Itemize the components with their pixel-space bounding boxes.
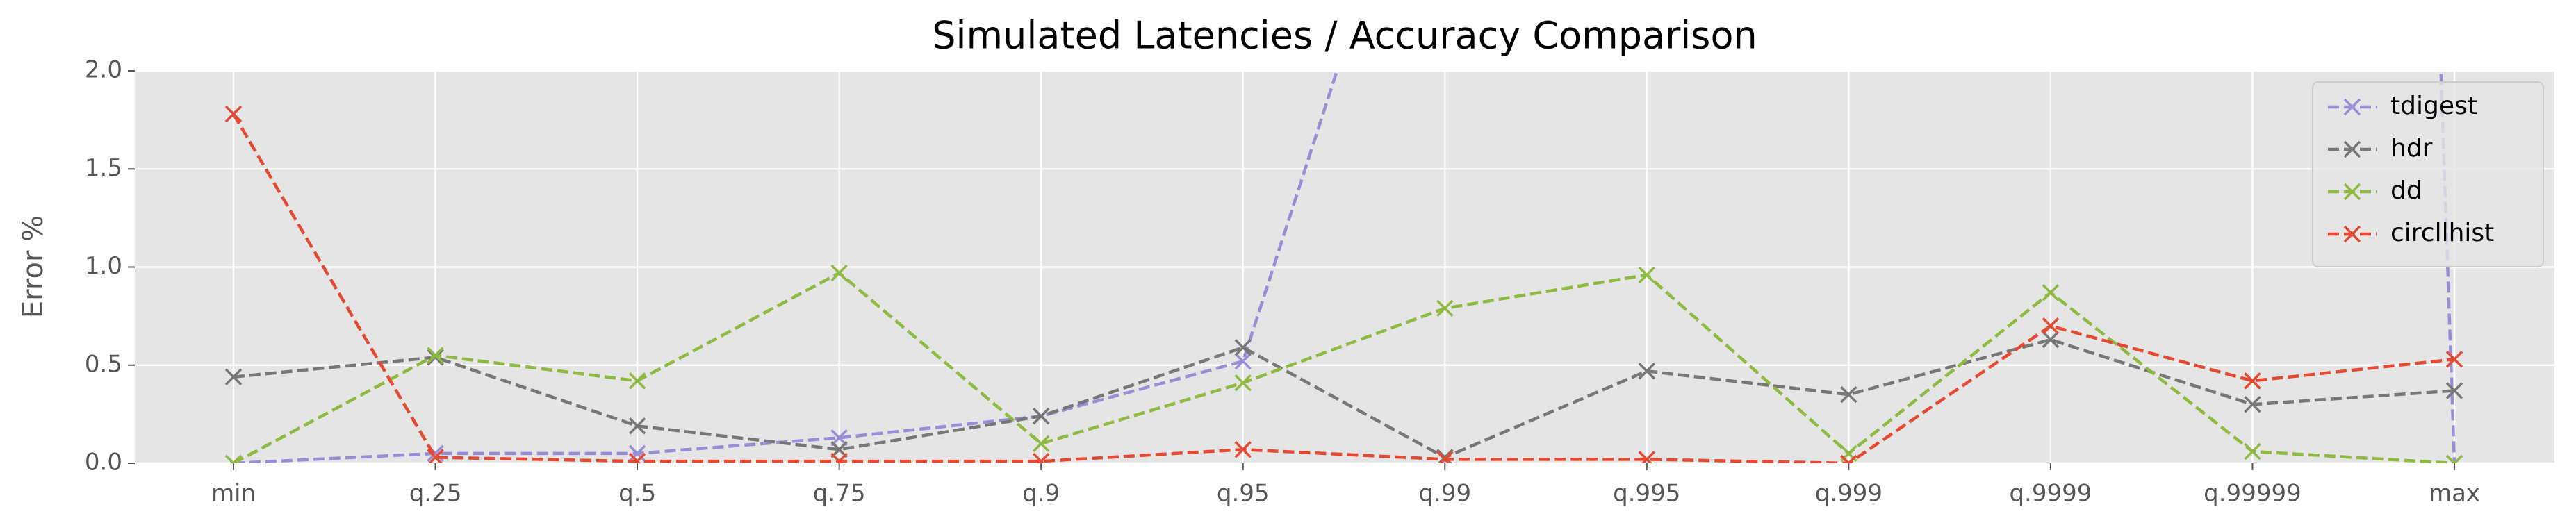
x-tick-label: q.99999 [2204,480,2302,508]
y-tick-label: 0.0 [85,449,122,476]
marker [1032,407,1050,425]
marker [1234,352,1252,370]
series-line [233,71,2456,463]
marker [427,347,444,364]
x-tick-label: q.9999 [2009,480,2092,508]
marker [224,105,243,123]
y-tick-label: 1.0 [85,252,122,280]
marker [2244,396,2261,413]
series-line [233,338,2455,460]
x-tick-label: q.25 [409,480,462,508]
marker [2244,442,2261,460]
legend-box [2312,81,2544,267]
marker [628,372,646,390]
y-tick-label: 0.5 [85,350,122,378]
marker [1234,339,1252,356]
y-axis-label: Error % [17,215,49,318]
marker [1234,374,1252,392]
marker [2042,331,2060,349]
legend-label: circllhist [2390,219,2494,247]
legend-label: dd [2390,176,2422,205]
marker [224,368,243,385]
marker [2042,283,2060,301]
legend-label: hdr [2390,134,2433,163]
marker [2343,98,2361,116]
marker [1436,449,1454,463]
marker [2445,351,2463,368]
marker [628,452,646,463]
x-tick-label: max [2429,480,2480,508]
marker [427,349,444,366]
marker [2343,225,2361,243]
marker [2343,183,2361,201]
marker [628,444,646,463]
marker [1840,385,1857,404]
legend-label: tdigest [2390,92,2477,120]
x-tick-label: q.75 [813,480,866,508]
y-tick-label: 2.0 [85,56,122,84]
marker [427,449,444,463]
marker [1840,454,1857,463]
marker [2445,454,2463,463]
series-line [232,271,2455,463]
marker [628,417,646,435]
marker [1638,362,1656,380]
marker [2042,317,2060,335]
marker [1032,452,1050,463]
marker [2244,372,2261,390]
y-tick-label: 1.5 [85,154,122,182]
marker [1638,266,1656,284]
series-line [232,113,2455,463]
marker [1032,435,1050,452]
x-tick-label: q.95 [1217,480,1270,508]
x-tick-label: q.995 [1613,480,1680,508]
x-tick-label: q.9 [1022,480,1060,508]
x-tick-label: q.5 [618,480,656,508]
marker [1234,440,1252,458]
marker [2445,382,2463,399]
x-tick-label: q.999 [1815,480,1882,508]
x-tick-label: min [211,480,256,508]
marker [2343,140,2361,158]
marker [224,454,243,463]
x-tick-label: q.99 [1418,480,1471,508]
marker [830,264,848,282]
marker [1638,451,1656,463]
marker [1436,451,1454,463]
marker [830,452,848,463]
marker [1436,299,1454,317]
chart-title: Simulated Latencies / Accuracy Compariso… [932,14,1757,58]
